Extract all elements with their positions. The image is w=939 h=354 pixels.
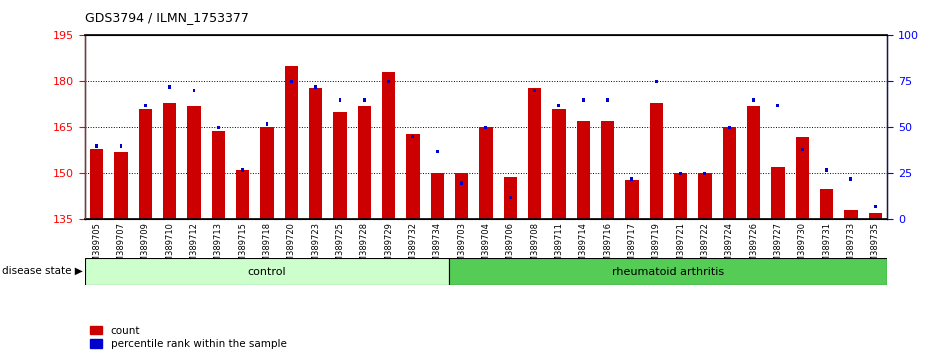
Text: control: control: [248, 267, 286, 277]
Bar: [795, 137, 808, 219]
Bar: [722, 127, 736, 219]
Bar: [192, 89, 195, 92]
Bar: [358, 106, 371, 219]
Bar: [801, 148, 804, 152]
Legend: count, percentile rank within the sample: count, percentile rank within the sample: [90, 326, 286, 349]
Bar: [285, 66, 298, 219]
Bar: [625, 179, 639, 219]
Bar: [168, 85, 171, 89]
Bar: [747, 106, 761, 219]
Bar: [679, 172, 682, 175]
Bar: [95, 144, 99, 148]
Bar: [752, 98, 755, 102]
Bar: [650, 103, 663, 219]
Bar: [436, 149, 439, 153]
Bar: [144, 103, 146, 107]
Bar: [315, 85, 317, 89]
Bar: [850, 177, 853, 181]
Bar: [582, 98, 585, 102]
Bar: [139, 109, 152, 219]
Bar: [533, 89, 536, 92]
Bar: [509, 195, 512, 199]
Bar: [630, 177, 634, 181]
Bar: [431, 173, 444, 219]
Bar: [606, 98, 609, 102]
Bar: [820, 189, 833, 219]
Bar: [728, 126, 731, 129]
Bar: [309, 87, 322, 219]
Bar: [454, 173, 469, 219]
Bar: [674, 173, 687, 219]
Bar: [703, 172, 706, 175]
Bar: [266, 122, 269, 126]
Bar: [217, 126, 220, 129]
Bar: [85, 258, 450, 285]
Bar: [552, 109, 565, 219]
Bar: [528, 87, 541, 219]
Bar: [873, 205, 877, 209]
Bar: [187, 106, 201, 219]
Bar: [558, 103, 561, 107]
Text: rheumatoid arthritis: rheumatoid arthritis: [612, 267, 725, 277]
Bar: [211, 131, 225, 219]
Bar: [844, 210, 857, 219]
Bar: [777, 103, 779, 107]
Bar: [290, 80, 293, 83]
Bar: [411, 135, 414, 138]
Bar: [382, 72, 395, 219]
Bar: [241, 168, 244, 172]
Bar: [479, 127, 493, 219]
Bar: [699, 173, 712, 219]
Bar: [869, 213, 882, 219]
Bar: [450, 258, 887, 285]
Bar: [485, 126, 487, 129]
Bar: [362, 98, 366, 102]
Bar: [119, 144, 122, 148]
Text: disease state ▶: disease state ▶: [2, 266, 83, 276]
Bar: [503, 177, 517, 219]
Bar: [407, 133, 420, 219]
Bar: [825, 168, 828, 172]
Bar: [460, 181, 463, 184]
Bar: [338, 98, 342, 102]
Bar: [387, 80, 390, 83]
Bar: [577, 121, 590, 219]
Bar: [236, 170, 250, 219]
Bar: [333, 112, 346, 219]
Bar: [163, 103, 177, 219]
Bar: [90, 149, 103, 219]
Bar: [260, 127, 273, 219]
Bar: [115, 152, 128, 219]
Text: GDS3794 / ILMN_1753377: GDS3794 / ILMN_1753377: [85, 11, 249, 24]
Bar: [771, 167, 785, 219]
Bar: [601, 121, 614, 219]
Bar: [654, 80, 657, 83]
